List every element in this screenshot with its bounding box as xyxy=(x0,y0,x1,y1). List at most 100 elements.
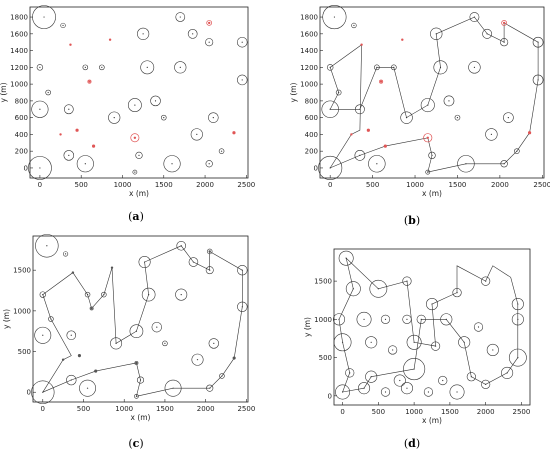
y-tick-label: 1000 xyxy=(13,307,31,315)
highlight-point xyxy=(360,43,363,46)
x-tick-label: 1500 xyxy=(441,408,459,416)
coverage-circle xyxy=(39,291,46,298)
circle-center-dot xyxy=(70,334,72,336)
circle-center-dot xyxy=(427,391,430,393)
highlight-point xyxy=(502,21,506,25)
circle-center-dot xyxy=(70,379,72,381)
coverage-circle xyxy=(60,22,66,29)
coverage-circle xyxy=(425,298,439,311)
coverage-circle xyxy=(452,287,462,298)
circle-center-dot xyxy=(241,41,243,43)
circle-center-dot xyxy=(349,372,351,374)
coverage-circle xyxy=(76,155,94,173)
circle-center-dot xyxy=(86,387,89,389)
circle-center-dot xyxy=(220,150,223,152)
coverage-circle xyxy=(430,27,443,40)
y-axis-label: y (m) xyxy=(289,82,298,102)
coverage-circle xyxy=(28,156,52,180)
circle-center-dot xyxy=(503,163,505,165)
highlight-point xyxy=(207,21,211,25)
coverage-circle xyxy=(63,104,74,115)
circle-center-dot xyxy=(363,387,365,389)
highlight-circle xyxy=(89,306,94,311)
y-tick-label: 800 xyxy=(305,97,318,105)
coverage-circle xyxy=(110,337,123,350)
coverage-circle xyxy=(101,291,107,298)
coverage-circle xyxy=(45,89,51,96)
circle-center-dot xyxy=(517,318,519,320)
coverage-circle xyxy=(354,150,366,161)
circle-center-dot xyxy=(148,293,150,296)
coverage-circle xyxy=(481,276,491,286)
x-axis-label: x (m) xyxy=(422,416,442,425)
circle-center-dot xyxy=(517,356,519,359)
circle-center-dot xyxy=(448,100,450,102)
coverage-circle xyxy=(345,368,355,378)
circle-center-dot xyxy=(209,269,211,271)
coverage-circle xyxy=(503,112,514,123)
coverage-circle xyxy=(335,89,342,96)
circle-center-dot xyxy=(208,163,210,165)
x-tick-label: 0 xyxy=(340,408,344,416)
y-tick-label: 400 xyxy=(305,131,318,139)
coverage-circle xyxy=(32,5,56,29)
circle-center-dot xyxy=(384,391,387,393)
coverage-circle xyxy=(400,111,413,124)
circle-center-dot xyxy=(359,154,361,156)
circle-center-dot xyxy=(463,341,465,343)
circle-center-dot xyxy=(399,379,401,382)
y-tick-label: 800 xyxy=(15,97,28,105)
coverage-circle xyxy=(141,287,156,302)
highlight-point xyxy=(135,361,138,365)
coverage-circle xyxy=(208,338,219,349)
highlight-circle xyxy=(91,144,96,148)
coverage-circle xyxy=(236,36,248,48)
circle-center-dot xyxy=(39,66,41,68)
coverage-circle xyxy=(135,151,143,159)
circle-center-dot xyxy=(406,280,408,282)
circle-center-dot xyxy=(490,133,492,136)
highlight-point xyxy=(133,136,137,139)
circle-center-dot xyxy=(492,349,494,351)
circle-center-dot xyxy=(442,379,444,382)
y-tick-label: 400 xyxy=(15,131,28,139)
circle-center-dot xyxy=(68,154,70,156)
coverage-circle xyxy=(454,114,461,121)
coverage-circle xyxy=(469,12,480,22)
coverage-circle xyxy=(318,155,343,180)
circle-center-dot xyxy=(470,376,472,378)
circle-center-dot xyxy=(139,379,142,381)
coverage-circle xyxy=(237,264,248,276)
coverage-circle xyxy=(388,345,398,355)
coverage-circle xyxy=(374,64,380,71)
coverage-circle xyxy=(457,155,475,173)
y-tick-label: 1600 xyxy=(10,30,28,38)
y-tick-label: 1400 xyxy=(10,47,28,55)
x-tick-label: 0 xyxy=(328,181,332,189)
coverage-circle xyxy=(365,336,378,349)
circle-center-dot xyxy=(465,163,467,165)
highlight-point xyxy=(528,131,531,134)
coverage-circle xyxy=(151,321,162,333)
highlight-point xyxy=(232,356,236,360)
highlight-point xyxy=(401,38,404,41)
x-tick-label: 2500 xyxy=(237,405,255,413)
highlight-circle xyxy=(379,79,384,84)
circle-center-dot xyxy=(138,154,140,156)
highlight-point xyxy=(78,354,81,357)
circle-center-dot xyxy=(64,253,67,255)
circle-center-dot xyxy=(46,245,48,247)
coverage-circle xyxy=(356,311,372,327)
x-tick-label: 1000 xyxy=(405,408,423,416)
highlight-point xyxy=(94,369,97,373)
x-tick-label: 0 xyxy=(41,405,45,413)
coverage-circle xyxy=(428,151,436,160)
coverage-circle xyxy=(162,340,168,347)
coverage-circle xyxy=(208,112,219,123)
x-tick-label: 2500 xyxy=(533,181,550,189)
coverage-circle xyxy=(345,281,361,297)
circle-center-dot xyxy=(370,341,372,343)
coverage-circle xyxy=(365,370,378,383)
